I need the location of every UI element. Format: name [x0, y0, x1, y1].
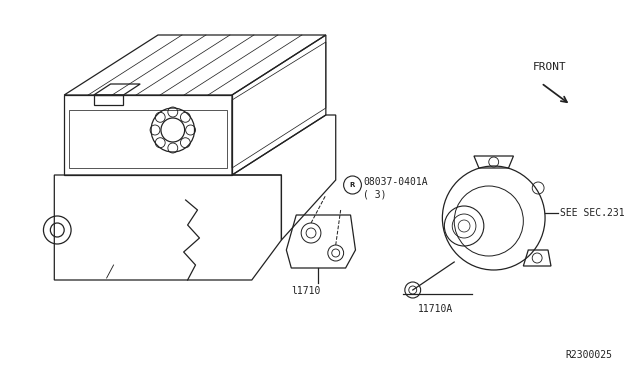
- Text: 08037-0401A: 08037-0401A: [364, 177, 428, 187]
- Text: R: R: [350, 182, 355, 188]
- Text: 11710A: 11710A: [418, 304, 453, 314]
- Text: ( 3): ( 3): [364, 189, 387, 199]
- Text: SEE SEC.231: SEE SEC.231: [560, 208, 625, 218]
- Text: FRONT: FRONT: [533, 62, 567, 72]
- Text: l1710: l1710: [291, 286, 321, 296]
- Circle shape: [344, 176, 362, 194]
- Text: R2300025: R2300025: [565, 350, 612, 360]
